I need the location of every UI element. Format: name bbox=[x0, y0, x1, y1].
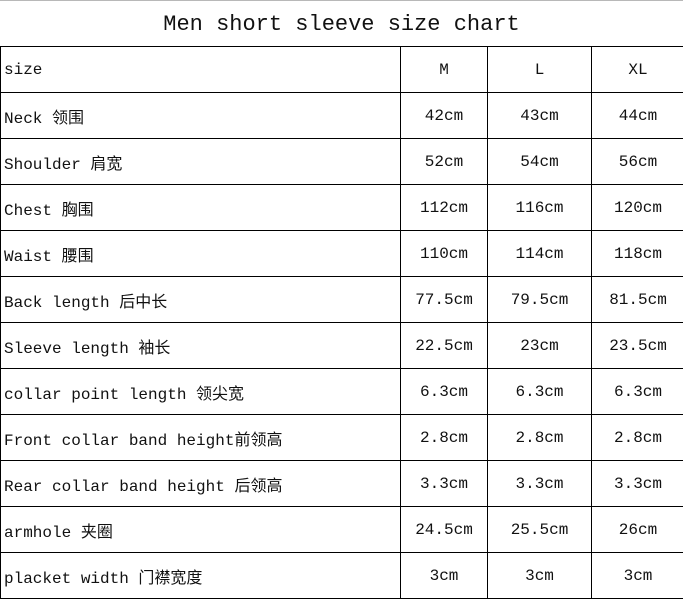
table-row: Front collar band height前领高 2.8cm 2.8cm 2.8… bbox=[0, 414, 683, 461]
value-m: 3.3cm bbox=[400, 460, 488, 507]
value-m: 3cm bbox=[400, 552, 488, 599]
value-m: 112cm bbox=[400, 184, 488, 231]
value-m: 52cm bbox=[400, 138, 488, 185]
header-size-xl: XL bbox=[591, 46, 683, 93]
table-row: Shoulder 肩宽 52cm 54cm 56cm bbox=[0, 138, 683, 185]
table-row: armhole 夹圈 24.5cm 25.5cm 26cm bbox=[0, 506, 683, 553]
header-size-m: M bbox=[400, 46, 488, 93]
value-m: 77.5cm bbox=[400, 276, 488, 323]
value-xl: 23.5cm bbox=[591, 322, 683, 369]
value-xl: 26cm bbox=[591, 506, 683, 553]
table-row: collar point length 领尖宽 6.3cm 6.3cm 6.3cm bbox=[0, 368, 683, 415]
row-label: placket width 门襟宽度 bbox=[0, 552, 401, 599]
header-size-l: L bbox=[487, 46, 592, 93]
value-m: 6.3cm bbox=[400, 368, 488, 415]
value-l: 23cm bbox=[487, 322, 592, 369]
header-label: size bbox=[0, 46, 401, 93]
value-l: 114cm bbox=[487, 230, 592, 277]
table-row: Chest 胸围 112cm 116cm 120cm bbox=[0, 184, 683, 231]
row-label: Shoulder 肩宽 bbox=[0, 138, 401, 185]
value-xl: 81.5cm bbox=[591, 276, 683, 323]
value-l: 43cm bbox=[487, 92, 592, 139]
table-row: Waist 腰围 110cm 114cm 118cm bbox=[0, 230, 683, 277]
value-xl: 3.3cm bbox=[591, 460, 683, 507]
value-xl: 56cm bbox=[591, 138, 683, 185]
table-row: placket width 门襟宽度 3cm 3cm 3cm bbox=[0, 552, 683, 599]
row-label: collar point length 领尖宽 bbox=[0, 368, 401, 415]
row-label: Front collar band height前领高 bbox=[0, 414, 401, 461]
value-xl: 120cm bbox=[591, 184, 683, 231]
value-m: 22.5cm bbox=[400, 322, 488, 369]
value-l: 6.3cm bbox=[487, 368, 592, 415]
row-label: Chest 胸围 bbox=[0, 184, 401, 231]
value-l: 3.3cm bbox=[487, 460, 592, 507]
row-label: Rear collar band height 后领高 bbox=[0, 460, 401, 507]
table-row: Back length 后中长 77.5cm 79.5cm 81.5cm bbox=[0, 276, 683, 323]
value-l: 2.8cm bbox=[487, 414, 592, 461]
value-m: 2.8cm bbox=[400, 414, 488, 461]
row-label: Sleeve length 袖长 bbox=[0, 322, 401, 369]
value-xl: 118cm bbox=[591, 230, 683, 277]
size-chart-table: size M L XL Neck 领围 42cm 43cm 44cm Shoulder … bbox=[0, 46, 683, 599]
chart-title: Men short sleeve size chart bbox=[163, 11, 520, 37]
value-xl: 44cm bbox=[591, 92, 683, 139]
value-xl: 2.8cm bbox=[591, 414, 683, 461]
row-label: Back length 后中长 bbox=[0, 276, 401, 323]
value-m: 24.5cm bbox=[400, 506, 488, 553]
header-row: size M L XL bbox=[0, 46, 683, 93]
value-l: 116cm bbox=[487, 184, 592, 231]
value-m: 110cm bbox=[400, 230, 488, 277]
table-row: Sleeve length 袖长 22.5cm 23cm 23.5cm bbox=[0, 322, 683, 369]
value-xl: 6.3cm bbox=[591, 368, 683, 415]
table-row: Neck 领围 42cm 43cm 44cm bbox=[0, 92, 683, 139]
value-l: 54cm bbox=[487, 138, 592, 185]
value-m: 42cm bbox=[400, 92, 488, 139]
value-l: 3cm bbox=[487, 552, 592, 599]
row-label: Neck 领围 bbox=[0, 92, 401, 139]
row-label: armhole 夹圈 bbox=[0, 506, 401, 553]
row-label: Waist 腰围 bbox=[0, 230, 401, 277]
top-border bbox=[0, 0, 683, 1]
table-row: Rear collar band height 后领高 3.3cm 3.3cm 3.3… bbox=[0, 460, 683, 507]
value-l: 25.5cm bbox=[487, 506, 592, 553]
value-xl: 3cm bbox=[591, 552, 683, 599]
value-l: 79.5cm bbox=[487, 276, 592, 323]
